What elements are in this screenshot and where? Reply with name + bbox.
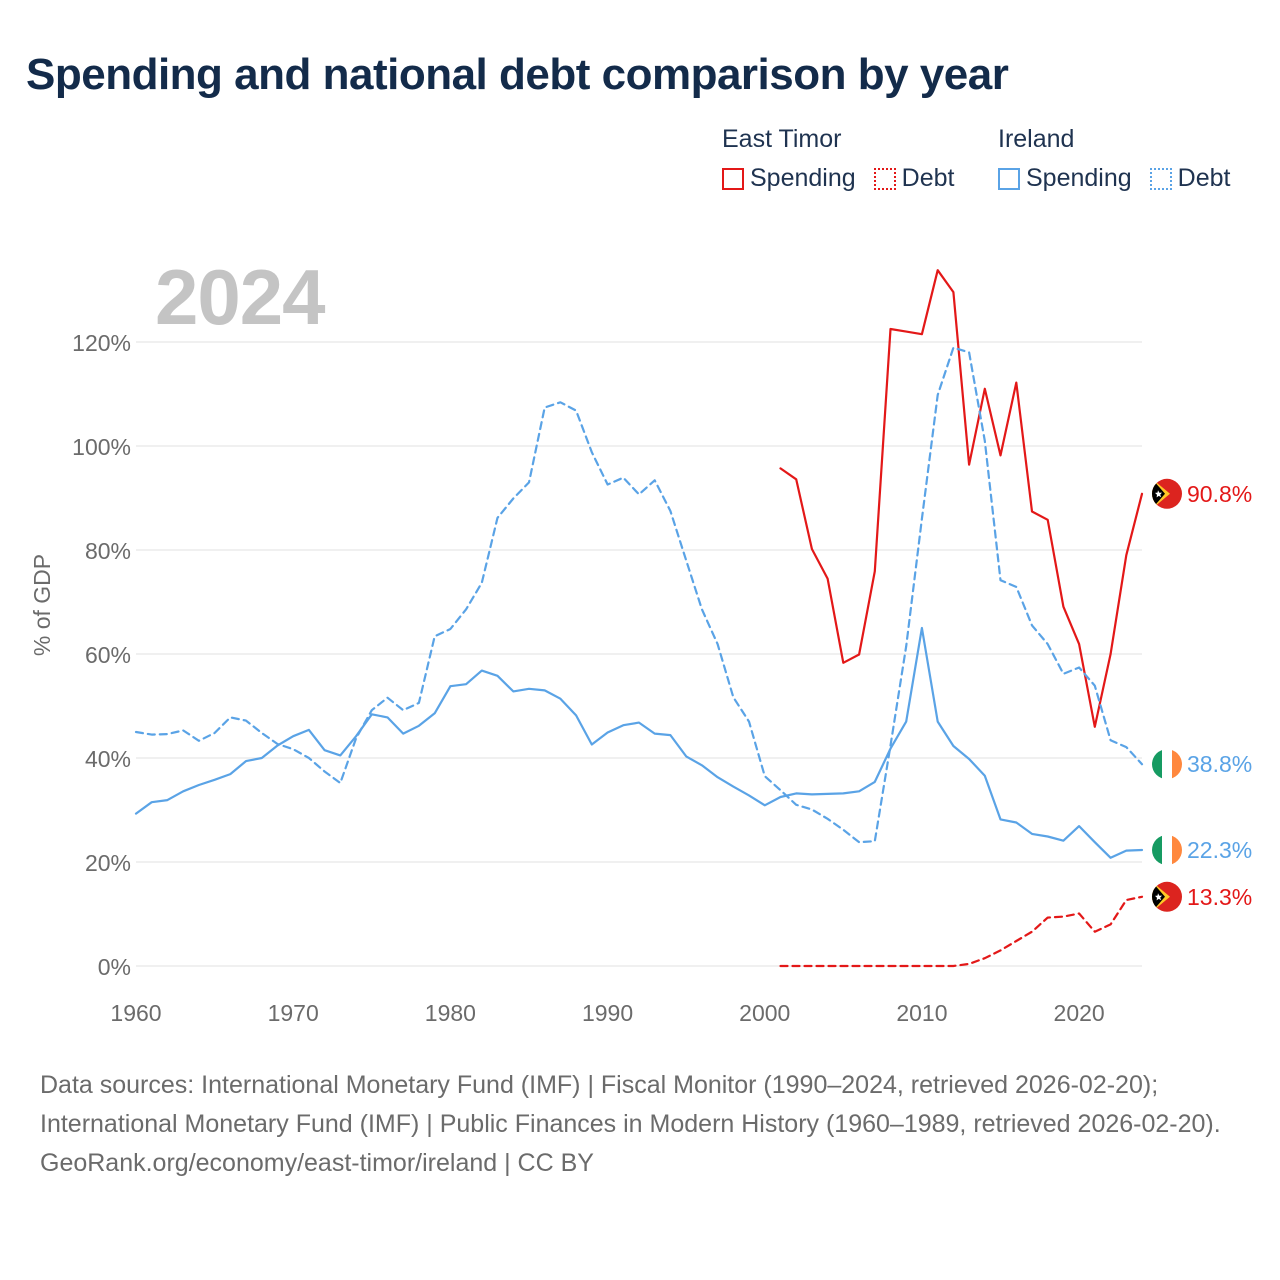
end-value-label: 90.8% bbox=[1187, 481, 1252, 507]
series-line-ireland-spending[interactable] bbox=[134, 626, 1144, 859]
ireland-flag-icon bbox=[1152, 835, 1182, 865]
y-tick-label: 0% bbox=[98, 954, 131, 980]
x-tick-label: 2010 bbox=[896, 1000, 947, 1026]
legend-item-ireland-spending[interactable]: Spending bbox=[998, 164, 1132, 193]
series-layer bbox=[134, 269, 1144, 968]
y-tick-label: 60% bbox=[85, 642, 131, 668]
x-tick-label: 1960 bbox=[110, 1000, 161, 1026]
footer: Data sources: International Monetary Fun… bbox=[40, 1066, 1240, 1183]
grid-layer bbox=[136, 341, 1142, 967]
legend-item-label: Debt bbox=[901, 164, 955, 192]
y-tick-label: 40% bbox=[85, 746, 131, 772]
chart-title: Spending and national debt comparison by… bbox=[26, 50, 1009, 99]
legend-group-ireland: Ireland Spending Debt bbox=[998, 122, 1230, 193]
legend-group-title: East Timor bbox=[722, 125, 842, 153]
ireland-flag-icon bbox=[1152, 749, 1182, 780]
legend-swatch-dotted bbox=[1149, 167, 1172, 190]
legend-item-label: Debt bbox=[1177, 164, 1231, 192]
legend-swatch-solid bbox=[998, 167, 1020, 190]
y-tick-label: 120% bbox=[72, 330, 131, 356]
end-value-label: 22.3% bbox=[1187, 837, 1252, 863]
series-line-ireland-debt[interactable] bbox=[134, 346, 1144, 844]
end-value-label: 38.8% bbox=[1187, 751, 1252, 777]
end-value-label: 13.3% bbox=[1187, 884, 1252, 910]
x-tick-label: 2000 bbox=[739, 1000, 790, 1026]
credit-line: GeoRank.org/economy/east-timor/ireland |… bbox=[40, 1149, 594, 1177]
east-timor-flag-icon bbox=[1152, 478, 1182, 509]
series-line-east-timor-debt[interactable] bbox=[779, 895, 1144, 968]
legend-swatch-dotted bbox=[873, 167, 896, 190]
x-tick-label: 1990 bbox=[582, 1000, 633, 1026]
legend-item-label: Spending bbox=[1026, 164, 1132, 192]
y-tick-label: 80% bbox=[85, 538, 131, 564]
legend-item-east-timor-spending[interactable]: Spending bbox=[722, 164, 856, 193]
x-tick-label: 1970 bbox=[268, 1000, 319, 1026]
x-tick-label: 2020 bbox=[1054, 1000, 1105, 1026]
y-tick-label: 100% bbox=[72, 434, 131, 460]
y-axis-label: % of GDP bbox=[29, 554, 55, 656]
data-sources: Data sources: International Monetary Fun… bbox=[40, 1071, 1221, 1138]
legend-swatch-solid bbox=[722, 167, 744, 190]
legend-item-ireland-debt[interactable]: Debt bbox=[1149, 164, 1231, 193]
x-tick-label: 1980 bbox=[425, 1000, 476, 1026]
legend-group-east-timor: East Timor Spending Debt bbox=[722, 122, 954, 193]
axis-layer: 0% 20% 40% 60% 80% 100% 120% 1960 1970 1980 1990 20… bbox=[29, 330, 1105, 1026]
legend-item-label: Spending bbox=[750, 164, 856, 192]
end-label-layer: 90.8% 13.3% 22.3% 38.8% bbox=[1152, 478, 1252, 912]
year-watermark: 2024 bbox=[155, 253, 326, 341]
y-tick-label: 20% bbox=[85, 850, 131, 876]
east-timor-flag-icon bbox=[1152, 881, 1182, 912]
series-line-east-timor-spending[interactable] bbox=[779, 269, 1144, 728]
line-chart: 0% 20% 40% 60% 80% 100% 120% 1960 1970 1980 1990 20… bbox=[29, 269, 1252, 1026]
legend-group-title: Ireland bbox=[998, 125, 1075, 153]
legend-item-east-timor-debt[interactable]: Debt bbox=[873, 164, 955, 193]
